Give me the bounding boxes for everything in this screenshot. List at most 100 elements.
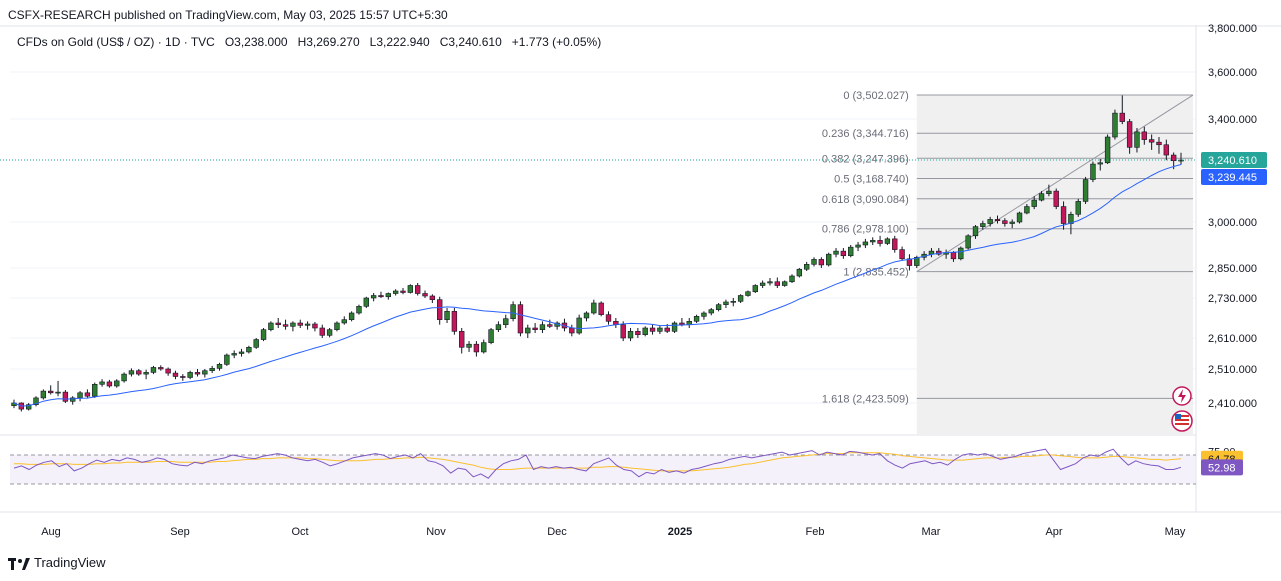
candle-body: [158, 367, 164, 370]
candle-body: [459, 331, 465, 348]
candle-body: [422, 293, 428, 297]
time-tick-label: Apr: [1045, 526, 1062, 538]
price-tick-label: 2,730.000: [1208, 293, 1257, 305]
candle-body: [202, 370, 208, 375]
price-axis[interactable]: 3,800.000 3,600.000 3,400.000 3,000.000 2,85…: [1201, 23, 1267, 410]
legend-symbol[interactable]: CFDs on Gold (US$ / OZ) · 1D · TVC: [17, 35, 215, 49]
candle-body: [965, 235, 971, 249]
moving-average: [0, 159, 1196, 407]
legend-low: L3,222.940: [369, 35, 430, 49]
time-tick-label: Aug: [41, 526, 61, 538]
rsi-tag: [1201, 459, 1243, 476]
candle-body: [796, 268, 803, 277]
candle-body: [532, 327, 538, 330]
price-tick-label: 3,000.000: [1208, 217, 1257, 229]
candle-body: [1060, 206, 1067, 224]
legend-high: H3,269.270: [297, 35, 360, 49]
rsi-line: [13, 448, 1182, 479]
candle-body: [304, 323, 311, 326]
candle-body: [99, 381, 105, 385]
candle-body: [290, 322, 296, 327]
candle-body: [1068, 213, 1074, 224]
candle-body: [840, 250, 847, 257]
candle-body: [657, 327, 663, 332]
candle-body: [1053, 190, 1059, 207]
candle-body: [730, 301, 736, 303]
candle-body: [363, 297, 369, 307]
candle-body: [737, 295, 744, 302]
candle-body: [686, 321, 692, 325]
candle-body: [803, 264, 810, 270]
candle-body: [627, 331, 634, 339]
candle-body: [679, 322, 685, 325]
candle-body: [1163, 144, 1170, 156]
candle-body: [605, 314, 612, 322]
flash-icon: [1172, 386, 1192, 406]
fib-level-label: 0.382 (3,247.396): [822, 153, 909, 165]
candle-body: [994, 219, 1001, 222]
candle-body: [598, 302, 604, 315]
last-price-tag: [1201, 152, 1267, 169]
candle-body: [326, 329, 333, 336]
candle-body: [150, 367, 157, 373]
candle-body: [275, 322, 281, 325]
time-tick-label: Dec: [547, 526, 567, 538]
tradingview-brand: TradingView: [34, 555, 106, 570]
candle-body: [488, 329, 494, 343]
fibonacci-retracement[interactable]: 0 (3,502.027) 0.236 (3,344.716) 0.382 (3,2…: [822, 90, 1194, 435]
rsi-tag-text: 52.98: [1208, 462, 1236, 474]
fib-level-label: 0.618 (3,090.084): [822, 194, 909, 206]
price-tick-label: 3,800.000: [1208, 23, 1257, 35]
candle-body: [1178, 159, 1184, 162]
candle-body: [906, 258, 913, 266]
fib-background: [916, 95, 1193, 435]
time-tick-label: Feb: [806, 526, 825, 538]
candle-body: [987, 219, 993, 224]
candle-body: [48, 390, 54, 394]
candle-body: [84, 392, 91, 397]
candle-body: [1112, 112, 1118, 138]
candle-body: [25, 404, 32, 410]
candle-body: [525, 327, 531, 334]
candle-body: [1082, 179, 1089, 202]
time-tick-label: Mar: [922, 526, 941, 538]
candle-body: [40, 390, 47, 399]
candle-body: [1104, 136, 1111, 164]
time-axis[interactable]: Aug Sep Oct Nov Dec 2025 Feb Mar Apr May: [41, 526, 1186, 538]
candle-body: [334, 322, 340, 330]
candle-body: [1097, 162, 1103, 165]
ma-price-tag: [1201, 169, 1267, 186]
candle-body: [1119, 112, 1125, 122]
candle-body: [1009, 221, 1015, 224]
candle-body: [62, 391, 69, 402]
candle-body: [1090, 163, 1096, 180]
candle-body: [547, 324, 553, 327]
candle-body: [664, 327, 670, 332]
legend-open: O3,238.000: [224, 35, 288, 49]
candle-body: [55, 391, 61, 394]
price-tick-label: 2,510.000: [1208, 364, 1257, 376]
candle-body: [811, 259, 817, 265]
time-tick-label: Oct: [291, 526, 308, 538]
tradingview-logo-icon: [8, 557, 30, 570]
legend-close: C3,240.610: [439, 35, 502, 49]
time-tick-label: Nov: [426, 526, 446, 538]
rsi-ma-line: [14, 452, 1182, 472]
candle-body: [576, 317, 582, 334]
candle-body: [789, 275, 795, 283]
candle-body: [642, 327, 648, 335]
candlestick-series: [11, 95, 1184, 412]
candle-body: [473, 343, 480, 353]
candle-body: [128, 370, 135, 375]
candle-body: [950, 252, 957, 260]
candle-body: [517, 304, 524, 334]
tradingview-footer[interactable]: TradingView: [8, 555, 106, 570]
candle-body: [620, 324, 626, 339]
candle-body: [114, 380, 120, 387]
candle-body: [723, 301, 729, 305]
rsi-panel[interactable]: 75.0064.7852.98: [10, 446, 1243, 485]
candle-body: [495, 324, 502, 330]
fib-level-label: 1.618 (2,423.509): [822, 393, 909, 405]
candle-body: [591, 302, 597, 314]
